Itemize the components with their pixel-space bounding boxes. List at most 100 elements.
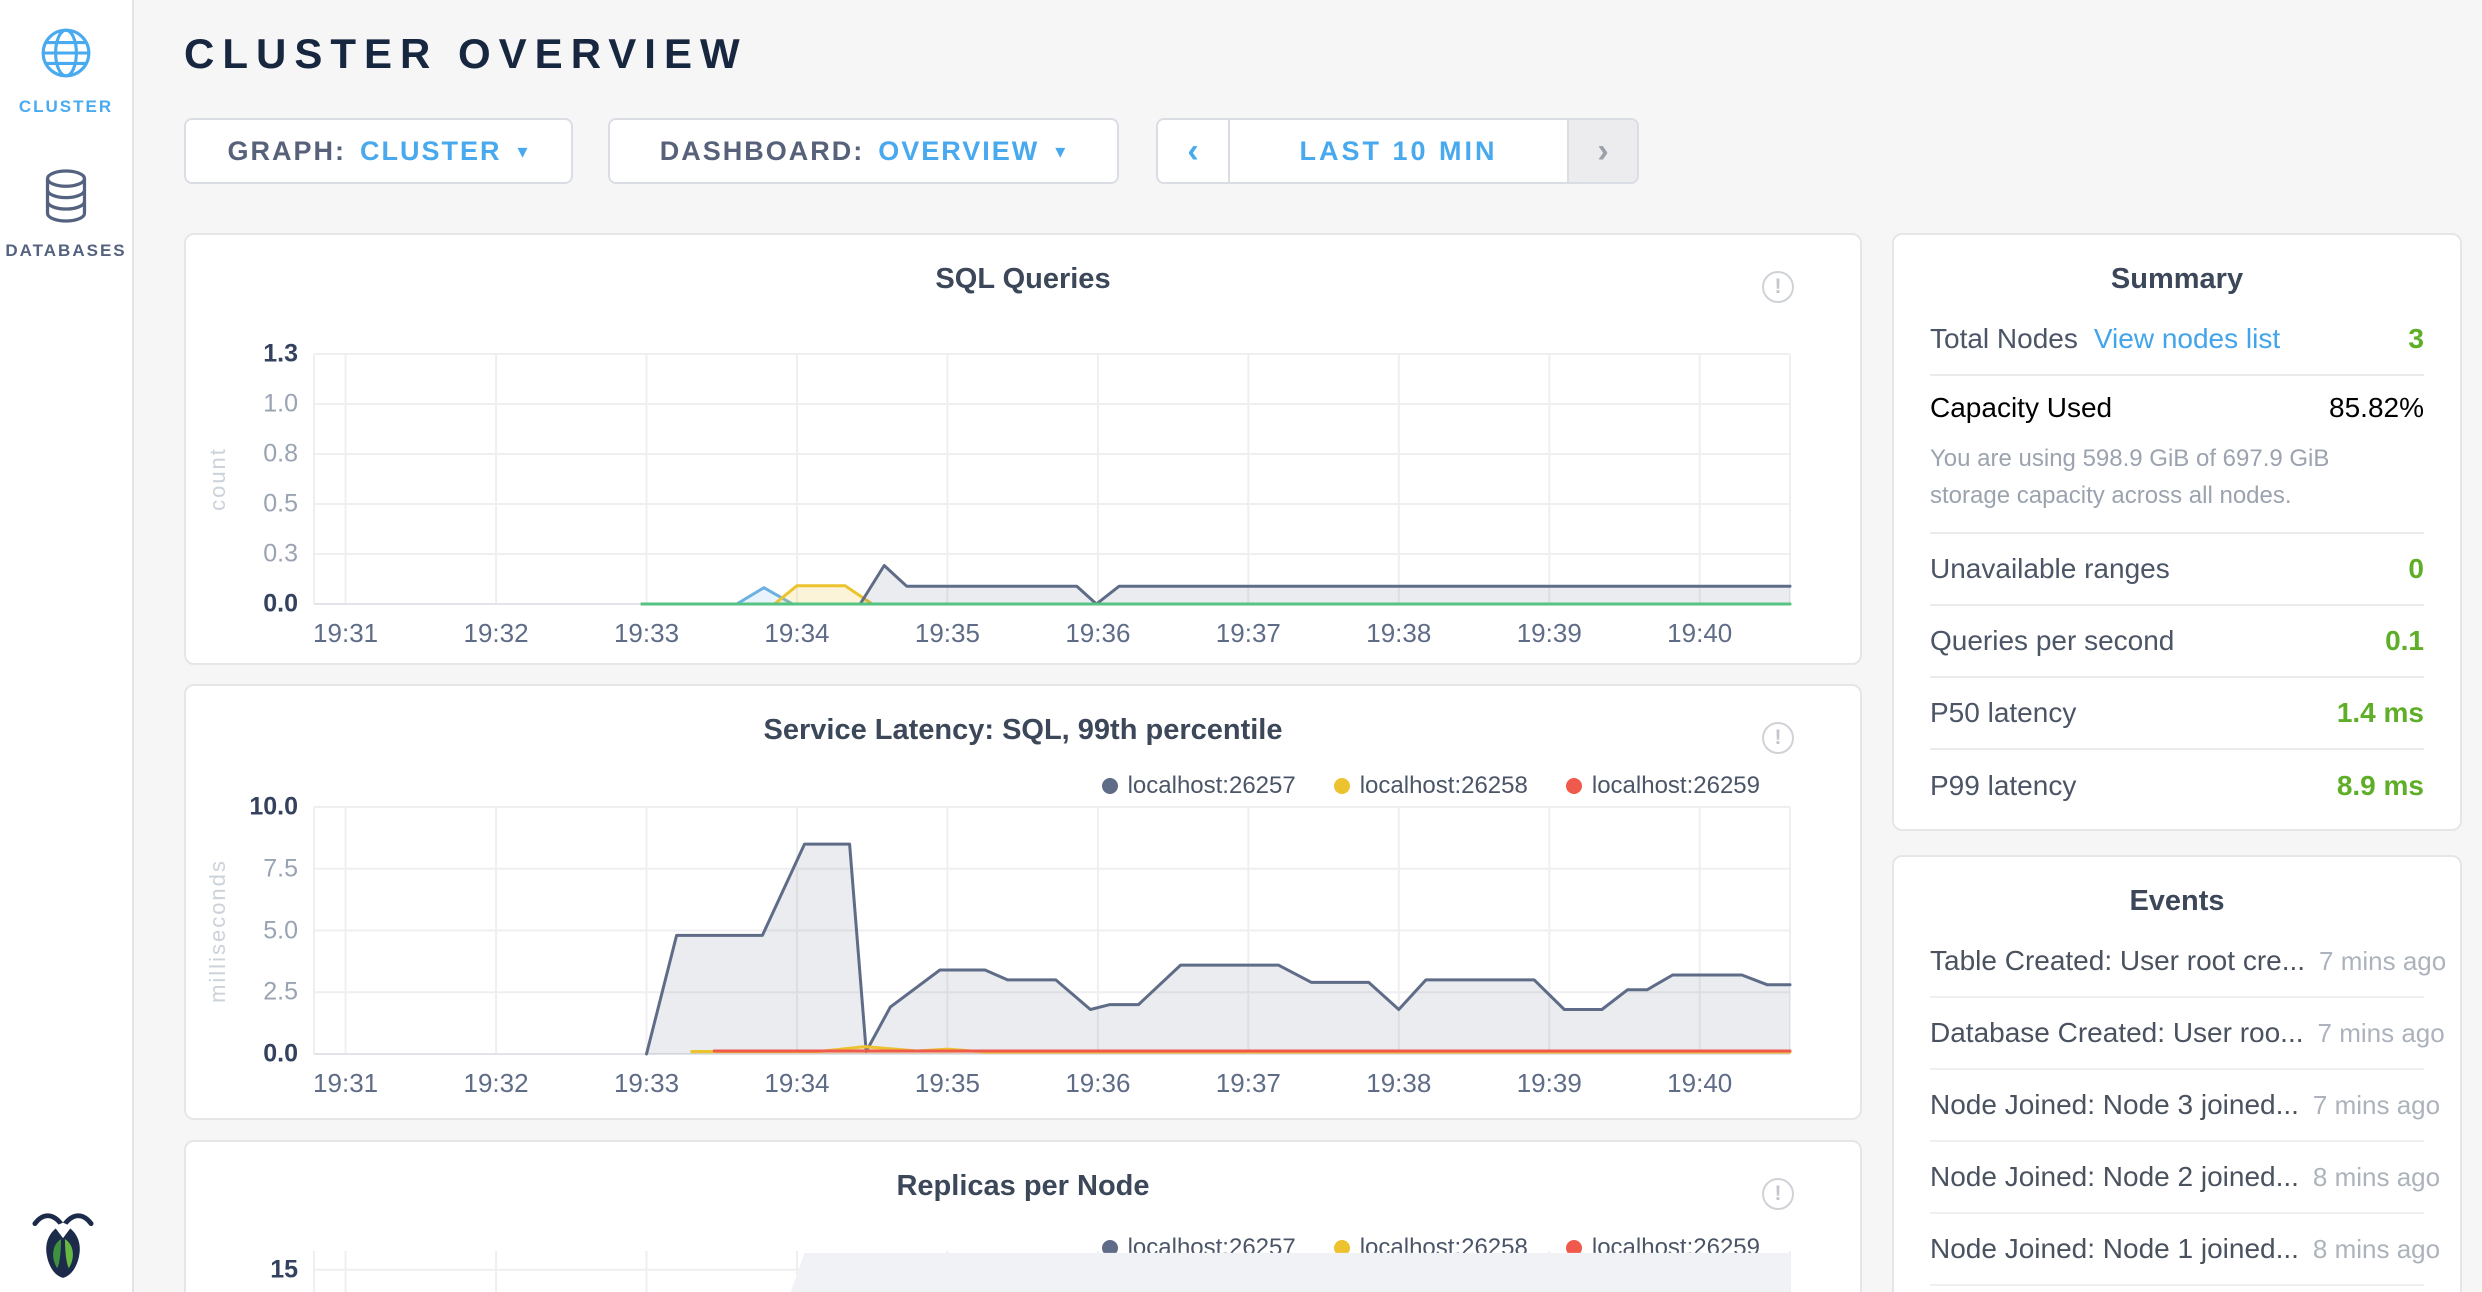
y-axis-tick-label: 0.8 (263, 439, 298, 468)
x-axis-tick-label: 19:33 (613, 1068, 680, 1098)
x-axis-tick-label: 19:37 (1215, 1068, 1281, 1098)
event-time: 8 mins ago (2312, 1233, 2441, 1264)
y-axis-label: count (205, 447, 230, 511)
sidebar-item-label: CLUSTER (18, 97, 114, 116)
y-axis-tick-label: 7.5 (263, 854, 298, 883)
event-time: 8 mins ago (2312, 1161, 2441, 1192)
summary-row-p99: P99 latency 8.9 ms (1930, 750, 2424, 822)
legend-label: localhost:26257 (1127, 772, 1296, 799)
x-axis-tick-label: 19:38 (1366, 618, 1432, 648)
sidebar-item-databases[interactable]: DATABASES (0, 168, 132, 261)
dashboard-dropdown-value: OVERVIEW (878, 135, 1040, 166)
summary-label: Capacity Used (1930, 392, 2113, 423)
service-latency-chart[interactable]: milliseconds 19:31 19:32 19:33 19:34 19:35 19… (205, 793, 1792, 1098)
summary-title: Summary (2110, 263, 2244, 295)
event-row: Table Created: User root cre... 7 mins a… (1930, 926, 2446, 998)
time-window-prev-button[interactable]: ‹ (1158, 120, 1230, 182)
y-axis-label: milliseconds (205, 858, 230, 1003)
legend-item: localhost:26258 (1333, 772, 1528, 800)
chart-canvas (313, 1251, 1791, 1292)
graph-dropdown-label: GRAPH: (227, 135, 346, 166)
chevron-down-icon: ▾ (1055, 140, 1068, 163)
chart-title: SQL Queries (935, 263, 1111, 295)
info-icon[interactable]: ! (1762, 722, 1794, 754)
y-axis-tick-label: 0.3 (263, 539, 298, 568)
time-window-next-button[interactable]: › (1567, 120, 1637, 182)
summary-row-unavailable-ranges: Unavailable ranges 0 (1930, 534, 2424, 606)
event-title[interactable]: Database Created: User roo... (1930, 1017, 2304, 1048)
summary-value: 3 (2408, 323, 2424, 354)
y-axis-tick-label: 1.3 (263, 339, 298, 368)
x-axis-tick-label: 19:39 (1516, 1068, 1582, 1098)
event-time: 7 mins ago (2317, 1017, 2445, 1048)
sidebar-item-cluster[interactable]: CLUSTER (0, 26, 132, 117)
page-title: CLUSTER OVERVIEW (184, 30, 748, 77)
summary-row-total-nodes: Total Nodes View nodes list 3 (1930, 304, 2424, 376)
sql-queries-chart[interactable]: count 19:31 19:32 19:33 19:34 19:35 19:36 19:3… (205, 340, 1792, 648)
replicas-per-node-chart[interactable]: 15 (270, 1251, 1791, 1292)
summary-value: 0 (2408, 553, 2424, 584)
info-icon[interactable]: ! (1762, 271, 1794, 303)
summary-panel: Summary Total Nodes View nodes list 3 Cap… (1892, 233, 2462, 831)
dashboard-dropdown[interactable]: DASHBOARD: OVERVIEW ▾ (608, 118, 1119, 184)
summary-row-p50: P50 latency 1.4 ms (1930, 678, 2424, 750)
event-row: Database Created: User roo... 7 mins ago (1930, 998, 2445, 1070)
chart-title: Replicas per Node (896, 1170, 1150, 1202)
summary-row-capacity: Capacity Used 85.82% You are using 598.9… (1930, 376, 2424, 534)
x-axis-tick-label: 19:40 (1667, 618, 1733, 648)
summary-label: Total Nodes (1930, 323, 2078, 354)
globe-icon (39, 26, 93, 85)
time-window-label[interactable]: LAST 10 MIN (1299, 135, 1498, 166)
legend-dot-icon (1101, 1240, 1118, 1256)
sidebar: CLUSTER DATABASES (0, 0, 134, 1292)
y-axis-tick-label: 0.0 (263, 589, 298, 618)
x-axis-tick-label: 19:34 (764, 618, 830, 648)
graph-dropdown[interactable]: GRAPH: CLUSTER ▾ (184, 118, 573, 184)
summary-label: P50 latency (1930, 697, 2077, 728)
event-title[interactable]: Node Joined: Node 3 joined... (1930, 1089, 2299, 1120)
x-axis-tick-label: 19:31 (313, 1068, 379, 1098)
y-axis-tick-label: 0.0 (263, 1039, 298, 1068)
service-latency-panel: Service Latency: SQL, 99th percentile ! … (184, 684, 1862, 1120)
x-axis-tick-label: 19:39 (1516, 618, 1582, 648)
x-axis-tick-label: 19:31 (313, 618, 379, 648)
event-title[interactable]: Table Created: User root cre... (1930, 945, 2306, 976)
view-nodes-list-link[interactable]: View nodes list (2093, 323, 2281, 354)
info-icon[interactable]: ! (1762, 1178, 1794, 1210)
summary-label: Unavailable ranges (1930, 553, 2170, 584)
x-axis-tick-label: 19:36 (1065, 618, 1131, 648)
legend-item: localhost:26257 (1101, 772, 1296, 800)
legend-dot-icon (1333, 1240, 1350, 1256)
database-icon (41, 168, 91, 229)
capacity-description: You are using 598.9 GiB of 697.9 GiB sto… (1930, 445, 2330, 509)
x-axis-tick-label: 19:38 (1366, 1068, 1432, 1098)
x-axis-tick-label: 19:36 (1065, 1068, 1131, 1098)
summary-value: 0.1 (2385, 625, 2424, 656)
y-axis-tick-label: 15 (270, 1255, 298, 1284)
y-axis-tick-label: 0.5 (263, 489, 298, 518)
sql-queries-panel: SQL Queries ! count 19:31 19:32 19:33 19:34… (184, 233, 1862, 665)
x-axis-tick-label: 19:35 (914, 1068, 980, 1098)
summary-label: P99 latency (1930, 770, 2077, 801)
x-axis-tick-label: 19:33 (613, 618, 680, 648)
x-axis-tick-label: 19:32 (463, 618, 529, 648)
event-row: Node Joined: Node 1 joined... 8 mins ago (1930, 1214, 2440, 1286)
time-window-selector: ‹ LAST 10 MIN › (1156, 118, 1639, 184)
x-axis-tick-label: 19:32 (463, 1068, 529, 1098)
event-title[interactable]: Node Joined: Node 2 joined... (1930, 1161, 2299, 1192)
event-title[interactable]: Node Joined: Node 1 joined... (1930, 1233, 2299, 1264)
x-axis-tick-label: 19:40 (1667, 1068, 1733, 1098)
event-time: 7 mins ago (2319, 945, 2447, 976)
summary-value: 1.4 ms (2336, 697, 2424, 728)
legend-label: localhost:26259 (1591, 772, 1760, 799)
chart-canvas (313, 353, 1792, 606)
x-axis-tick-label: 19:35 (914, 618, 980, 648)
y-axis-tick-label: 10.0 (249, 792, 298, 821)
chart-legend: localhost:26257 localhost:26258 localhos… (1101, 772, 1760, 800)
replicas-per-node-panel: Replicas per Node ! localhost:26257 loca… (184, 1140, 1862, 1292)
legend-label: localhost:26258 (1359, 772, 1528, 799)
summary-value: 85.82% (2329, 392, 2424, 423)
chart-title: Service Latency: SQL, 99th percentile (763, 714, 1283, 746)
y-axis-tick-label: 5.0 (263, 916, 298, 944)
summary-value: 8.9 ms (2336, 770, 2424, 801)
